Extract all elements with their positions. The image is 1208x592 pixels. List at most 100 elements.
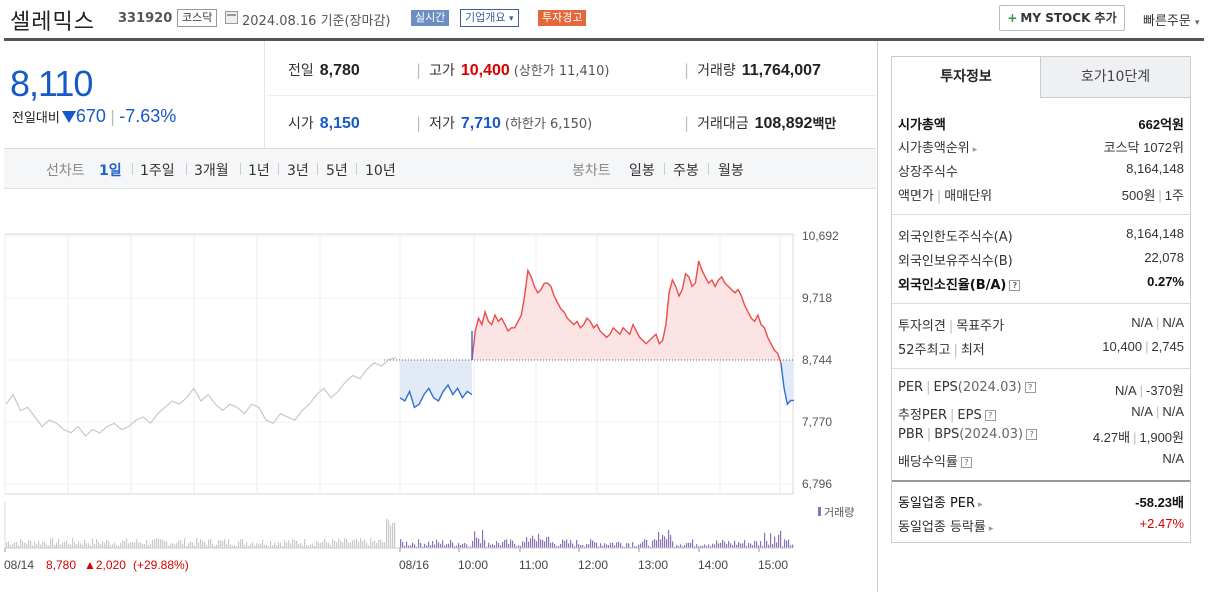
volume-bar (564, 540, 566, 548)
as-of-date: 2024.08.16 기준(장마감) (242, 14, 391, 29)
volume-bar (450, 539, 452, 548)
tab-1week[interactable]: 1주일 (140, 163, 175, 179)
my-stock-add-button[interactable]: + MY STOCK 추가 (999, 5, 1125, 31)
volume-bar (478, 538, 480, 548)
volume-bar (322, 541, 324, 548)
volume-bar (694, 546, 696, 548)
down-triangle-icon (61, 111, 76, 123)
volume-bar (178, 540, 180, 548)
tab-invest-info[interactable]: 투자정보 (891, 56, 1041, 98)
volume-bar (656, 540, 658, 548)
volume-bar (168, 545, 170, 548)
realtime-button[interactable]: 실시간 (410, 9, 451, 27)
chevron-down-icon: ▾ (1194, 18, 1200, 28)
industry-change-row[interactable]: 동일업종 등락률 ▸ +2.47% (898, 516, 1184, 536)
volume-bar (470, 546, 472, 548)
tab-weekly[interactable]: 주봉 (673, 163, 699, 179)
company-overview-button[interactable]: 기업개요 ▾ (460, 9, 519, 27)
volume-bar (28, 539, 30, 548)
volume-bar (114, 542, 116, 548)
market-cap-row: 시가총액 662억원 (898, 114, 1184, 134)
tab-1day[interactable]: 1일 (99, 163, 122, 179)
volume-bar (772, 544, 774, 548)
price-fill-down (400, 360, 472, 408)
volume-bar (86, 543, 88, 548)
tab-orderbook[interactable]: 호가10단계 (1040, 56, 1191, 98)
volume-bar (706, 546, 708, 548)
y-tick-label: 6,796 (802, 477, 832, 491)
tab-5year[interactable]: 5년 (326, 163, 348, 179)
volume-bar (330, 545, 332, 548)
chevron-down-icon: ▾ (508, 14, 514, 24)
prev-day-percent: (+29.88%) (133, 558, 189, 572)
volume-bar (278, 542, 280, 548)
amount-unit: 백만 (812, 117, 837, 132)
help-icon[interactable]: ? (960, 457, 972, 468)
volume-bar (36, 544, 38, 548)
listed-shares-value: 8,164,148 (1126, 161, 1184, 176)
help-icon[interactable]: ? (1026, 429, 1038, 440)
volume-bar (686, 543, 688, 548)
price-fill-down (780, 360, 794, 405)
tab-3month[interactable]: 3개월 (194, 163, 229, 179)
volume-bar (640, 543, 642, 548)
tab-monthly[interactable]: 월봉 (718, 163, 744, 179)
volume-bar (38, 540, 40, 548)
help-icon[interactable]: ? (984, 410, 996, 421)
series-today-up (471, 260, 782, 364)
prev-close-label: 전일 (288, 63, 314, 79)
tab-daily[interactable]: 일봉 (629, 163, 655, 179)
volume-bar (598, 546, 600, 548)
volume-bar (562, 539, 564, 548)
volume-bar (244, 544, 246, 548)
foreign-hold-value: 22,078 (1144, 250, 1184, 265)
volume-bar (526, 537, 528, 548)
volume-bar (308, 545, 310, 548)
volume-bar (342, 542, 344, 548)
eps-period: (2024.03) (957, 380, 1022, 395)
volume-bar (130, 542, 132, 548)
help-icon[interactable]: ? (1009, 280, 1021, 291)
quick-order-button[interactable]: 빠른주문 ▾ (1143, 10, 1200, 29)
volume-bar (702, 545, 704, 548)
volume-bar (466, 544, 468, 548)
volume-bar (202, 541, 204, 548)
tab-3year[interactable]: 3년 (287, 163, 309, 179)
volume-bar (306, 545, 308, 548)
market-cap-rank-row[interactable]: 시가총액순위 ▸ 코스닥 1072위 (898, 137, 1184, 157)
volume-bar (528, 541, 530, 548)
volume-bar (492, 544, 494, 548)
price-stats: 전일 8,780 | 고가 10,400 (상한가 11,410) | 거래량 11,764… (266, 41, 876, 148)
volume-bar (40, 544, 42, 548)
volume-bar (270, 541, 272, 548)
tab-1year[interactable]: 1년 (248, 163, 270, 179)
volume-bar (502, 541, 504, 548)
volume-bar (688, 542, 690, 548)
industry-per-row[interactable]: 동일업종 PER ▸ -58.23배 (898, 492, 1184, 512)
volume-bar (660, 539, 662, 548)
volume-bar (700, 545, 702, 548)
chevron-right-icon: ▸ (988, 524, 994, 534)
volume-bar (448, 543, 450, 548)
current-price: 8,110 (10, 63, 93, 104)
volume-bar (718, 543, 720, 548)
volume-bar (304, 538, 306, 548)
volume-bar (522, 541, 524, 548)
volume-bar (162, 540, 164, 548)
volume-bar (364, 539, 366, 548)
investment-warning-badge[interactable]: 투자경고 (537, 9, 588, 27)
volume-bar (414, 544, 416, 548)
volume-bar (118, 545, 120, 548)
volume-bar (726, 544, 728, 548)
volume-bar (252, 542, 254, 548)
dividend-row: 배당수익률? N/A (898, 451, 1184, 471)
help-icon[interactable]: ? (1024, 382, 1036, 393)
volume-bar (756, 541, 758, 548)
volume-bar (494, 545, 496, 548)
volume-bar (152, 539, 154, 548)
listed-shares-row: 상장주식수 8,164,148 (898, 161, 1184, 181)
tab-10year[interactable]: 10년 (365, 163, 396, 179)
volume-bar (728, 541, 730, 548)
volume-bar (74, 542, 76, 548)
volume-bar (496, 541, 498, 548)
